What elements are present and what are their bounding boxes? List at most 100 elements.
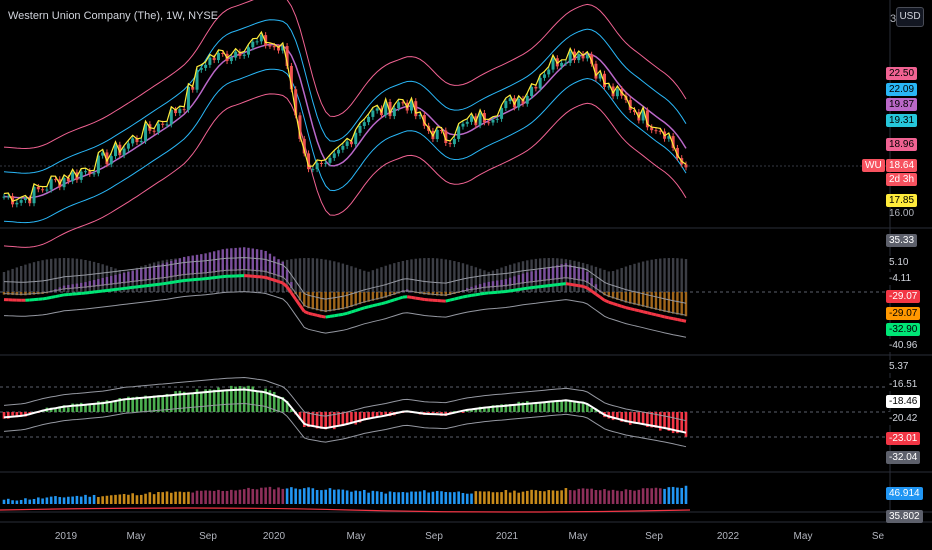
osc1-histogram-bar bbox=[307, 292, 310, 309]
osc1-histogram-bar bbox=[341, 292, 345, 310]
osc3-histogram-bar bbox=[144, 493, 147, 504]
candle-body bbox=[36, 186, 40, 190]
osc3-histogram-bar bbox=[508, 492, 512, 504]
osc1-histogram-bar bbox=[174, 259, 177, 277]
osc1-volume-bar bbox=[255, 268, 259, 292]
osc3-histogram-bar bbox=[97, 497, 100, 504]
candle-body bbox=[144, 124, 148, 141]
osc1-histogram-bar bbox=[388, 292, 392, 297]
osc2-histogram-bar bbox=[616, 412, 619, 420]
oscillator-pane-3[interactable] bbox=[0, 485, 691, 513]
osc1-volume-bar bbox=[24, 264, 27, 292]
osc1-histogram-bar bbox=[315, 292, 319, 311]
osc3-histogram-bar bbox=[109, 495, 113, 504]
osc3-histogram-bar bbox=[230, 489, 233, 504]
osc3-histogram-bar bbox=[667, 487, 671, 504]
osc1-volume-bar bbox=[646, 260, 649, 292]
osc3-histogram-bar bbox=[538, 490, 542, 504]
osc3-histogram-bar bbox=[49, 496, 53, 504]
osc2-histogram-bar bbox=[637, 412, 641, 424]
osc2-histogram-bar bbox=[277, 396, 280, 412]
osc3-histogram-bar bbox=[191, 492, 195, 504]
osc1-volume-bar bbox=[371, 270, 375, 292]
oscillator-pane-2[interactable] bbox=[0, 376, 890, 448]
osc1-signal-segment bbox=[590, 289, 597, 296]
osc2-histogram-bar bbox=[152, 395, 156, 412]
osc3-histogram-bar bbox=[393, 492, 396, 504]
osc1-histogram-bar bbox=[333, 292, 336, 311]
osc3-histogram-bar bbox=[285, 488, 289, 504]
osc2-histogram-bar bbox=[628, 412, 632, 425]
osc1-volume-bar bbox=[624, 266, 628, 292]
osc3-histogram-bar bbox=[311, 488, 315, 504]
osc3-histogram-bar bbox=[217, 489, 220, 504]
osc2-histogram-bar bbox=[465, 410, 469, 412]
osc2-histogram-bar bbox=[320, 412, 323, 429]
osc3-histogram-bar bbox=[62, 497, 66, 504]
osc2-histogram-bar bbox=[491, 405, 495, 412]
osc3-histogram-bar bbox=[37, 497, 40, 504]
osc2-histogram-bar bbox=[84, 405, 87, 412]
time-axis-label: May bbox=[793, 531, 813, 542]
osc1-histogram-bar bbox=[526, 272, 529, 284]
osc3-histogram-bar bbox=[461, 492, 465, 504]
price-pane[interactable] bbox=[2, 0, 688, 248]
osc1-histogram-bar bbox=[298, 292, 302, 301]
osc1-volume-bar bbox=[28, 263, 31, 292]
osc1-histogram-bar bbox=[105, 276, 109, 286]
osc3-histogram-bar bbox=[654, 487, 658, 504]
osc1-signal-segment bbox=[325, 314, 331, 319]
candle-body bbox=[470, 116, 474, 122]
osc1-histogram-bar bbox=[684, 292, 688, 317]
currency-button[interactable]: USD bbox=[896, 7, 924, 27]
osc1-signal-segment bbox=[603, 298, 610, 304]
candle-body bbox=[285, 46, 289, 66]
price-axis-tag: 18.96 bbox=[886, 138, 918, 151]
osc3-histogram-bar bbox=[88, 496, 92, 504]
osc3-histogram-bar bbox=[169, 492, 173, 504]
oscillator-pane-1[interactable] bbox=[0, 247, 890, 338]
osc1-histogram-bar bbox=[375, 292, 379, 300]
osc3-histogram-bar bbox=[341, 489, 345, 504]
osc3-histogram-bar bbox=[75, 495, 79, 504]
candle-body bbox=[491, 119, 495, 123]
candle-body bbox=[482, 113, 486, 123]
osc2-histogram-bar bbox=[573, 401, 576, 412]
osc3-axis-tag: 46.914 bbox=[886, 487, 923, 500]
osc1-signal-segment bbox=[578, 284, 584, 288]
candle-body bbox=[114, 144, 118, 157]
candle-body bbox=[525, 96, 529, 104]
osc2-histogram-bar bbox=[671, 412, 675, 434]
osc1-signal-segment bbox=[89, 290, 95, 295]
osc1-histogram-bar bbox=[311, 292, 315, 310]
osc2-histogram-bar bbox=[363, 412, 366, 421]
osc1-histogram-bar bbox=[436, 292, 439, 296]
symbol-title[interactable]: Western Union Company (The), 1W, NYSE bbox=[8, 10, 219, 22]
osc1-volume-bar bbox=[243, 271, 246, 292]
osc1-volume-bar bbox=[423, 258, 426, 292]
candle-body bbox=[388, 101, 392, 117]
osc2-histogram-bar bbox=[302, 412, 306, 428]
osc1-histogram-bar bbox=[122, 272, 126, 284]
candle-body bbox=[268, 45, 272, 47]
osc2-histogram-bar bbox=[247, 385, 250, 412]
osc1-signal-segment bbox=[419, 297, 425, 301]
osc2-histogram-bar bbox=[195, 389, 199, 412]
osc3-histogram-bar bbox=[465, 493, 469, 504]
osc1-volume-bar bbox=[49, 258, 53, 292]
candle-body bbox=[251, 41, 255, 48]
candle-body bbox=[551, 58, 555, 70]
osc2-histogram-bar bbox=[684, 412, 688, 437]
osc1-histogram-bar bbox=[380, 292, 383, 299]
osc1-signal-segment bbox=[175, 279, 181, 284]
osc3-histogram-bar bbox=[174, 491, 177, 504]
osc1-volume-bar bbox=[294, 258, 297, 292]
osc1-histogram-bar bbox=[2, 292, 6, 295]
osc3-histogram-bar bbox=[616, 490, 619, 504]
osc1-histogram-bar bbox=[191, 255, 194, 275]
osc3-histogram-bar bbox=[165, 491, 169, 504]
osc2-axis-tag: -32.04 bbox=[886, 451, 921, 464]
osc1-histogram-bar bbox=[629, 292, 632, 304]
osc1-volume-bar bbox=[483, 270, 486, 292]
